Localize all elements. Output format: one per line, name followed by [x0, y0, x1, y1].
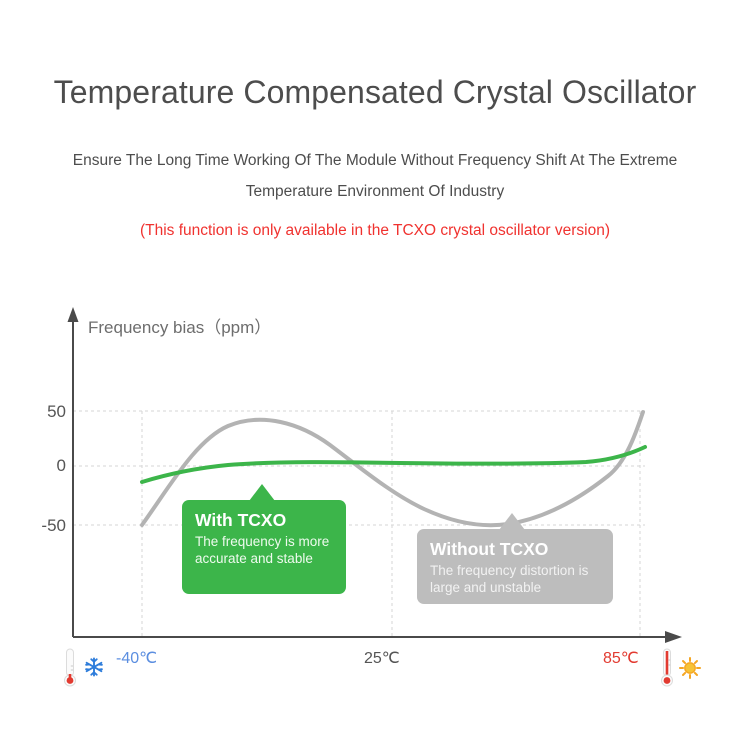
- y-tick-label-0: 0: [56, 456, 66, 475]
- x-tick-label-minus40: -40℃: [116, 650, 158, 667]
- callout-with-tcxo-body: The frequency is more accurate and stabl…: [195, 534, 330, 566]
- chart-canvas: [67, 307, 682, 643]
- page-title: Temperature Compensated Crystal Oscillat…: [53, 74, 697, 110]
- x-axis-arrow: [665, 631, 682, 643]
- subtitle-line-2: Temperature Environment Of Industry: [245, 183, 505, 200]
- y-tick-label-minus50: -50: [41, 516, 66, 535]
- subtitle-line-1: Ensure The Long Time Working Of The Modu…: [72, 152, 678, 169]
- tcxo-version-notice: (This function is only available in the …: [139, 222, 611, 239]
- y-axis-label: Frequency bias（ppm）: [88, 318, 272, 337]
- x-tick-label-85: 85℃: [603, 650, 639, 667]
- curve-without-tcxo: [140, 410, 645, 528]
- curve-with-tcxo: [140, 445, 647, 484]
- callout-without-tcxo-body: The frequency distortion is large and un…: [430, 563, 589, 595]
- callout-without-tcxo: Without TCXO The frequency distortion is…: [417, 529, 613, 604]
- y-axis-arrow: [67, 307, 79, 322]
- page-subtitle: Ensure The Long Time Working Of The Modu…: [18, 145, 732, 207]
- snowflake-icon: [84, 657, 104, 682]
- frequency-bias-chart: Frequency bias（ppm） 50 0 -50 -40℃ 25℃ 85…: [0, 290, 750, 710]
- callout-tail-with-tcxo: [249, 484, 275, 501]
- sun-icon: [679, 657, 701, 684]
- x-tick-label-25: 25℃: [364, 650, 400, 667]
- callout-with-tcxo-heading: With TCXO: [195, 510, 287, 530]
- thermometer-high-icon: [659, 648, 675, 693]
- y-tick-label-50: 50: [47, 402, 66, 421]
- callout-without-tcxo-heading: Without TCXO: [430, 539, 549, 559]
- thermometer-low-icon: [62, 648, 78, 693]
- callout-with-tcxo: With TCXO The frequency is more accurate…: [182, 500, 346, 594]
- callout-tail-without-tcxo: [499, 513, 525, 530]
